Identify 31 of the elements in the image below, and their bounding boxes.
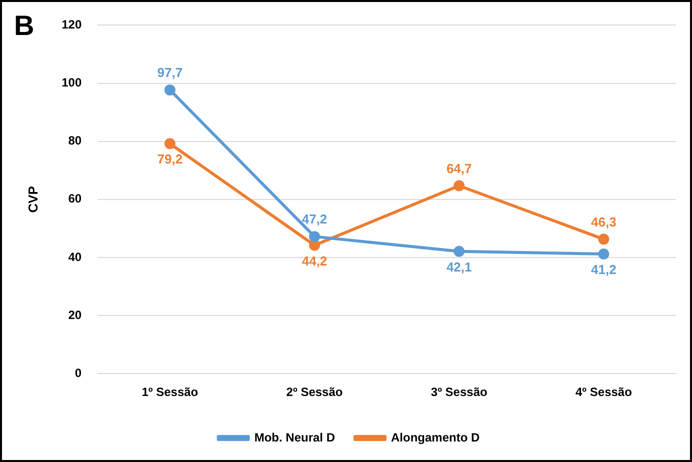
y-tick-label: 0 — [74, 366, 82, 380]
x-tick-label: 4º Sessão — [575, 385, 632, 400]
y-tick-label: 100 — [62, 76, 82, 90]
x-tick-label: 1º Sessão — [142, 385, 198, 400]
data-label: 41,2 — [591, 262, 616, 278]
legend-label: Mob. Neural D — [254, 430, 336, 444]
y-tick-label: 120 — [62, 18, 82, 32]
point — [164, 84, 176, 96]
x-tick-label: 2º Sessão — [286, 385, 343, 400]
y-axis-title: CVP — [25, 186, 40, 213]
data-label: 47,2 — [302, 212, 328, 227]
x-tick-label: 3º Sessão — [430, 385, 488, 400]
y-tick-label: 80 — [68, 134, 82, 148]
data-label: 42,1 — [446, 259, 472, 274]
data-label: 44,2 — [302, 253, 328, 268]
point — [309, 231, 320, 242]
data-label: 79,2 — [157, 152, 183, 167]
y-tick-label: 60 — [68, 192, 82, 206]
point — [454, 246, 465, 257]
y-tick-label: 40 — [68, 250, 82, 264]
text: B — [14, 10, 34, 42]
point — [598, 234, 610, 245]
legend-label: Alongamento D — [391, 430, 480, 444]
point — [309, 240, 320, 251]
y-tick-label: 20 — [68, 308, 82, 322]
data-label: 64,7 — [446, 160, 472, 176]
point — [598, 248, 610, 260]
point — [164, 138, 176, 150]
point — [454, 180, 465, 192]
data-label: 46,3 — [591, 214, 616, 230]
data-label: 97,7 — [157, 65, 183, 80]
